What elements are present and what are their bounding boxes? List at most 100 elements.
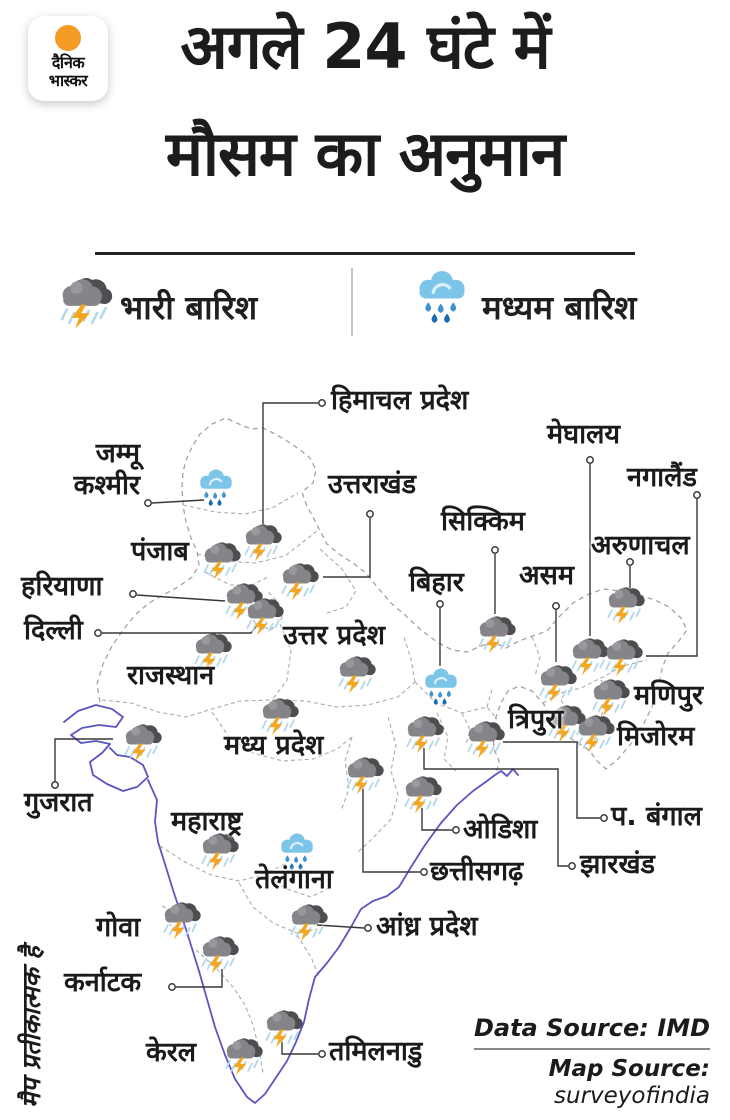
state-label-mizoram: मिजोरम bbox=[617, 721, 695, 752]
india-coastline bbox=[63, 704, 519, 1104]
state-label-arunachal: अरुणाचल bbox=[591, 530, 690, 561]
connector-jammu-kashmir bbox=[151, 499, 205, 504]
connector-gujarat bbox=[54, 738, 113, 781]
state-label-himachal-pradesh: हिमाचल प्रदेश bbox=[331, 385, 469, 416]
connector-dot-meghalaya bbox=[586, 456, 594, 464]
heavy-rain-icon-karnataka bbox=[201, 935, 240, 974]
heavy-rain-icon-gujarat bbox=[124, 723, 163, 762]
connector-dot-himachal-pradesh bbox=[318, 399, 326, 407]
dainik-bhaskar-logo: दैनिक भास्कर bbox=[28, 16, 108, 101]
connector-uttarakhand bbox=[323, 518, 371, 578]
connector-dot-jammu-kashmir bbox=[144, 499, 152, 507]
connector-dot-sikkim bbox=[491, 546, 499, 554]
heavy-rain-icon-chhattisgarh bbox=[346, 756, 385, 795]
state-label-jharkhand: झारखंड bbox=[580, 849, 655, 880]
state-label-rajasthan: राजस्थान bbox=[127, 660, 215, 691]
heavy-rain-icon-nagaland bbox=[605, 638, 644, 677]
legend-label-heavy: भारी बारिश bbox=[120, 288, 258, 327]
state-label-assam: असम bbox=[519, 560, 575, 591]
heavy-rain-icon-jharkhand bbox=[406, 715, 445, 754]
data-source-text: Data Source: IMD bbox=[473, 1014, 710, 1050]
connector-dot-paschim-bangal bbox=[600, 814, 608, 822]
heavy-rain-icon-manipur bbox=[592, 678, 631, 717]
heavy-rain-icon-arunachal bbox=[607, 586, 646, 625]
connector-dot-chhattisgarh bbox=[420, 868, 428, 876]
logo-sun-icon bbox=[55, 25, 81, 51]
state-label-paschim-bangal: प. बंगाल bbox=[611, 801, 702, 832]
heavy-rain-icon-uttarakhand bbox=[281, 562, 320, 601]
connector-andhra-pradesh bbox=[316, 924, 365, 929]
heavy-rain-icon-delhi bbox=[246, 597, 285, 636]
connector-dot-gujarat bbox=[51, 781, 59, 789]
state-label-nagaland: नगालैंड bbox=[627, 462, 697, 493]
state-label-manipur: मणिपुर bbox=[634, 680, 704, 711]
connector-dot-arunachal bbox=[626, 558, 634, 566]
moderate-rain-icon-jammu-kashmir bbox=[199, 468, 233, 508]
state-label-bihar: बिहार bbox=[409, 567, 464, 598]
heavy-rain-icon-paschim-bangal bbox=[467, 720, 506, 759]
heavy-rain-icon-kerala bbox=[225, 1037, 264, 1076]
connector-dot-delhi bbox=[94, 629, 102, 637]
connector-dot-tamil-nadu bbox=[318, 1050, 326, 1058]
logo-text: दैनिक भास्कर bbox=[48, 53, 88, 90]
connector-tamil-nadu bbox=[281, 1042, 318, 1055]
connector-dot-odisha bbox=[452, 826, 460, 834]
heavy-rain-icon-himachal-pradesh bbox=[244, 523, 283, 562]
heavy-rain-icon-uttar-pradesh bbox=[338, 655, 377, 694]
connector-layer bbox=[51, 399, 701, 1058]
connector-dot-nagaland bbox=[693, 491, 701, 499]
connector-dot-assam bbox=[552, 602, 560, 610]
connector-himachal-pradesh bbox=[262, 402, 318, 524]
state-label-odisha: ओडिशा bbox=[463, 814, 538, 845]
connector-dot-karnataka bbox=[168, 983, 176, 991]
state-label-punjab: पंजाब bbox=[131, 536, 189, 567]
state-label-delhi: दिल्ली bbox=[24, 615, 83, 646]
state-label-uttarakhand: उत्तराखंड bbox=[328, 469, 417, 500]
connector-jharkhand bbox=[423, 748, 568, 867]
state-label-meghalaya: मेघालय bbox=[547, 419, 621, 450]
page-title: अगले 24 घंटे में मौसम का अनुमान bbox=[80, 14, 650, 186]
logo-line1: दैनिक bbox=[51, 53, 85, 72]
connector-dot-uttarakhand bbox=[366, 510, 374, 518]
connector-dot-bihar bbox=[436, 600, 444, 608]
state-label-andhra-pradesh: आंध्र प्रदेश bbox=[376, 911, 478, 942]
connector-dot-andhra-pradesh bbox=[364, 924, 372, 932]
heavy-rain-icon-andhra-pradesh bbox=[290, 903, 329, 942]
state-label-uttar-pradesh: उत्तर प्रदेश bbox=[283, 620, 385, 651]
connector-karnataka bbox=[176, 969, 223, 988]
state-label-goa: गोवा bbox=[96, 912, 141, 943]
connector-dot-jharkhand bbox=[568, 862, 576, 870]
connector-delhi bbox=[102, 622, 260, 634]
legend-divider bbox=[351, 268, 353, 336]
state-label-kerala: केरल bbox=[146, 1037, 197, 1068]
heavy-rain-icon-tamil-nadu bbox=[265, 1009, 304, 1048]
connector-chhattisgarh bbox=[362, 789, 420, 873]
legend-label-moderate: मध्यम बारिश bbox=[482, 288, 637, 327]
state-label-tripura: त्रिपुरा bbox=[508, 704, 564, 735]
title-line2: मौसम का अनुमान bbox=[165, 117, 565, 191]
map-source-label: Map Source: bbox=[548, 1056, 710, 1082]
india-outline bbox=[96, 417, 688, 772]
state-label-jammu-kashmir: जम्मू कश्मीर bbox=[73, 438, 140, 501]
connector-haryana bbox=[136, 594, 226, 602]
connector-nagaland bbox=[646, 499, 698, 657]
heavy-rain-icon-punjab bbox=[203, 541, 242, 580]
heavy-rain-icon-odisha bbox=[404, 775, 443, 814]
heavy-rain-icon-sikkim bbox=[478, 615, 517, 654]
state-label-madhya-pradesh: मध्य प्रदेश bbox=[224, 730, 324, 761]
heavy-rain-icon-maharashtra bbox=[201, 832, 240, 871]
map-disclaimer-note: मैप प्रतीकात्मक है bbox=[17, 946, 46, 1108]
state-label-telangana: तेलंगाना bbox=[255, 864, 333, 895]
state-label-karnataka: कर्नाटक bbox=[64, 967, 142, 998]
title-separator bbox=[95, 252, 635, 255]
state-label-haryana: हरियाणा bbox=[21, 571, 103, 602]
source-footer: Data Source: IMD Map Source: surveyofind… bbox=[473, 1014, 710, 1109]
state-label-sikkim: सिक्किम bbox=[441, 506, 525, 537]
logo-line2: भास्कर bbox=[48, 70, 88, 90]
state-label-gujarat: गुजरात bbox=[24, 787, 93, 818]
heavy-rain-icon-goa bbox=[163, 901, 202, 940]
connector-odisha bbox=[421, 808, 452, 831]
heavy-rain-icon-meghalaya bbox=[571, 637, 610, 676]
